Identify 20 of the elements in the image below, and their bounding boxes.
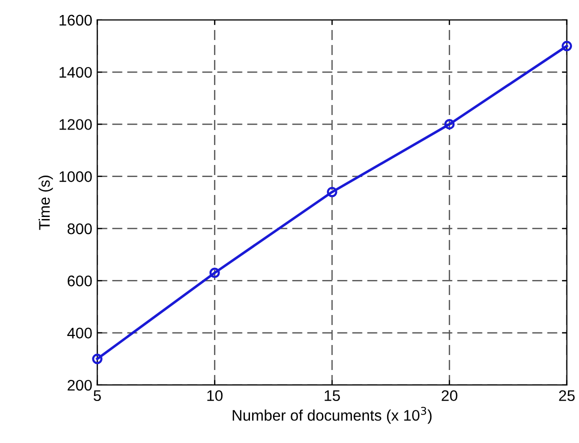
- x-tick-label: 20: [442, 390, 458, 402]
- point: [444, 119, 455, 130]
- x-tick-label: 5: [94, 390, 101, 402]
- y-tick-label: 400: [67, 328, 92, 339]
- y-tick-label: 1000: [60, 171, 92, 182]
- y-axis-title: Time (s): [38, 176, 53, 230]
- y-tick-label: 1400: [60, 66, 92, 78]
- y-tick-label: 800: [68, 223, 92, 234]
- y-tick-label: 1600: [60, 14, 92, 26]
- x-axis-title: Number of documents (x 10$^{3}$): [232, 406, 432, 424]
- x-tick-label: 25: [559, 390, 575, 402]
- x-tick-label: 10: [207, 390, 223, 402]
- y-tick-label: 1200: [60, 119, 92, 130]
- y-tick-label: 200: [68, 380, 92, 391]
- point: [92, 354, 102, 364]
- point: [562, 40, 572, 52]
- point: [209, 268, 220, 278]
- y-tick-label: 600: [68, 276, 92, 286]
- x-tick-label: 15: [324, 390, 340, 402]
- point: [326, 186, 338, 198]
